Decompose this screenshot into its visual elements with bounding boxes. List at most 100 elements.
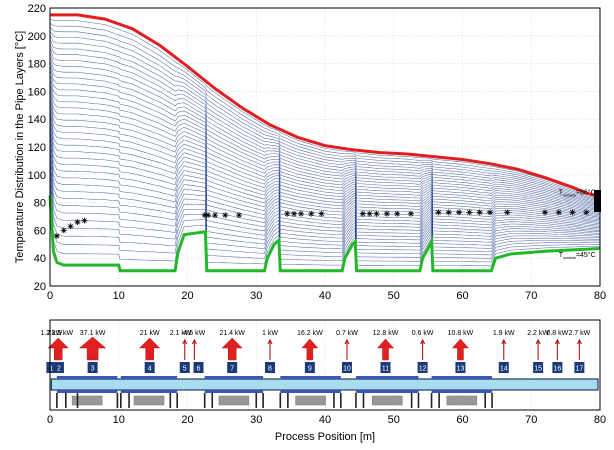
pipe-body: [50, 378, 599, 391]
measurement-marker: [555, 209, 562, 216]
heater-base: [371, 395, 403, 406]
power-arrow-small: [501, 338, 507, 360]
top-x-tick-label: 60: [456, 290, 468, 302]
bottom-x-tick-label: 20: [181, 414, 193, 426]
pipe-layer-line: [50, 163, 600, 252]
segment-box: [417, 362, 428, 373]
top-y-tick-label: 160: [28, 86, 46, 98]
top-plot: Toutside=86°C Toutside=45°C 0 10 20 30 40 50 60…: [14, 3, 606, 302]
top-y-tick-label: 100: [28, 170, 46, 182]
measurement-marker: [504, 209, 511, 216]
pipe-layer-line: [50, 104, 600, 223]
measurement-marker: [394, 210, 401, 217]
bottom-plot-frame: [49, 319, 601, 411]
pipe-layer-line: [50, 73, 600, 214]
top-y-tick-label: 80: [34, 198, 46, 210]
pipe-layer-line: [50, 56, 600, 210]
segment-box: [380, 362, 391, 373]
bottom-x-tick-label: 40: [319, 414, 331, 426]
measurement-marker: [318, 210, 325, 217]
heater-base: [71, 395, 103, 406]
segment-box: [144, 362, 155, 373]
bottom-x-tick-label: 80: [594, 414, 606, 426]
segment-label: 16: [553, 366, 561, 373]
pipe-layer-line: [50, 77, 600, 216]
pipe-layer-line: [50, 147, 600, 243]
measurement-marker: [222, 212, 229, 219]
power-label: 1 kW: [262, 330, 278, 337]
bottom-x-tick-label: 0: [47, 414, 53, 426]
segment-label: 12: [419, 366, 427, 373]
top-y-axis-label: Temperature Distribution in the Pipe Lay…: [14, 31, 26, 263]
pipe-layer-line: [50, 35, 600, 204]
top-y-tick-label: 60: [34, 225, 46, 237]
pipe-layer-line: [50, 60, 600, 211]
bottom-x-tick-label: 10: [113, 414, 125, 426]
measurement-marker: [74, 219, 81, 226]
power-arrow: [78, 336, 107, 361]
top-x-ticks: 0 10 20 30 40 50 60 70 80: [47, 290, 606, 302]
segment-box: [227, 362, 238, 373]
pipe-layer-line: [50, 122, 600, 229]
pipe-layer-line: [50, 127, 600, 231]
power-label: 12.8 kW: [373, 330, 399, 337]
power-label: 0.8 kW: [546, 330, 568, 337]
power-arrow-small: [535, 338, 541, 360]
pipe-layer-line: [50, 64, 600, 212]
segment-box: [533, 362, 544, 373]
heater-base: [133, 395, 165, 406]
top-x-tick-label: 20: [181, 290, 193, 302]
measurement-marker: [53, 232, 60, 239]
measurement-marker: [359, 210, 366, 217]
measurement-marker: [383, 210, 390, 217]
segment-box: [179, 362, 190, 373]
pipe-layer-line: [50, 95, 600, 221]
power-arrow: [221, 337, 243, 361]
measurement-marker: [201, 212, 208, 219]
top-y-tick-label: 220: [28, 3, 46, 15]
segment-label: 14: [500, 366, 508, 373]
measurement-marker: [407, 210, 414, 217]
power-label: 0.6 kW: [412, 330, 434, 337]
power-label: 1.9 kW: [493, 330, 515, 337]
power-label: 2.1 kW: [170, 330, 192, 337]
measurement-marker: [81, 217, 88, 224]
pipe-layer-line: [50, 90, 600, 219]
power-arrow-small: [182, 338, 188, 360]
measurement-marker: [284, 210, 291, 217]
power-label: 21 kW: [140, 330, 160, 337]
measurement-marker: [366, 210, 373, 217]
heating-zone-bottom: [120, 390, 178, 393]
segment-box: [455, 362, 466, 373]
pipe-supports: [56, 393, 493, 408]
bottom-x-tick-label: 50: [388, 414, 400, 426]
power-arrow-small: [267, 338, 273, 360]
measurement-marker: [487, 209, 493, 216]
measurement-marker: [297, 210, 304, 217]
power-arrow: [451, 338, 469, 361]
measurement-marker: [542, 209, 548, 216]
segment-box: [193, 362, 204, 373]
power-label: 2.7 kW: [568, 330, 590, 337]
measurement-marker: [456, 209, 463, 216]
pipe-layer-line: [50, 31, 600, 202]
heating-zone-top: [56, 376, 118, 379]
heating-zone-top: [431, 376, 493, 379]
segment-label: 4: [148, 366, 152, 373]
pipe-layer-line: [50, 113, 600, 226]
top-y-tick-label: 180: [28, 59, 46, 71]
segment-box: [304, 362, 315, 373]
measurement-marker: [476, 209, 483, 216]
top-y-tick-label: 40: [34, 253, 46, 265]
top-y-tick-label: 140: [28, 114, 46, 126]
segment-box: [498, 362, 509, 373]
pipe-layer-line: [50, 168, 600, 256]
inner-layer-curve: [48, 195, 601, 273]
power-arrow: [139, 337, 161, 361]
pipe-layer-line: [50, 118, 600, 227]
power-label: 10.8 kW: [448, 330, 474, 337]
heating-zone-top: [280, 376, 341, 379]
segment-box: [46, 362, 57, 373]
